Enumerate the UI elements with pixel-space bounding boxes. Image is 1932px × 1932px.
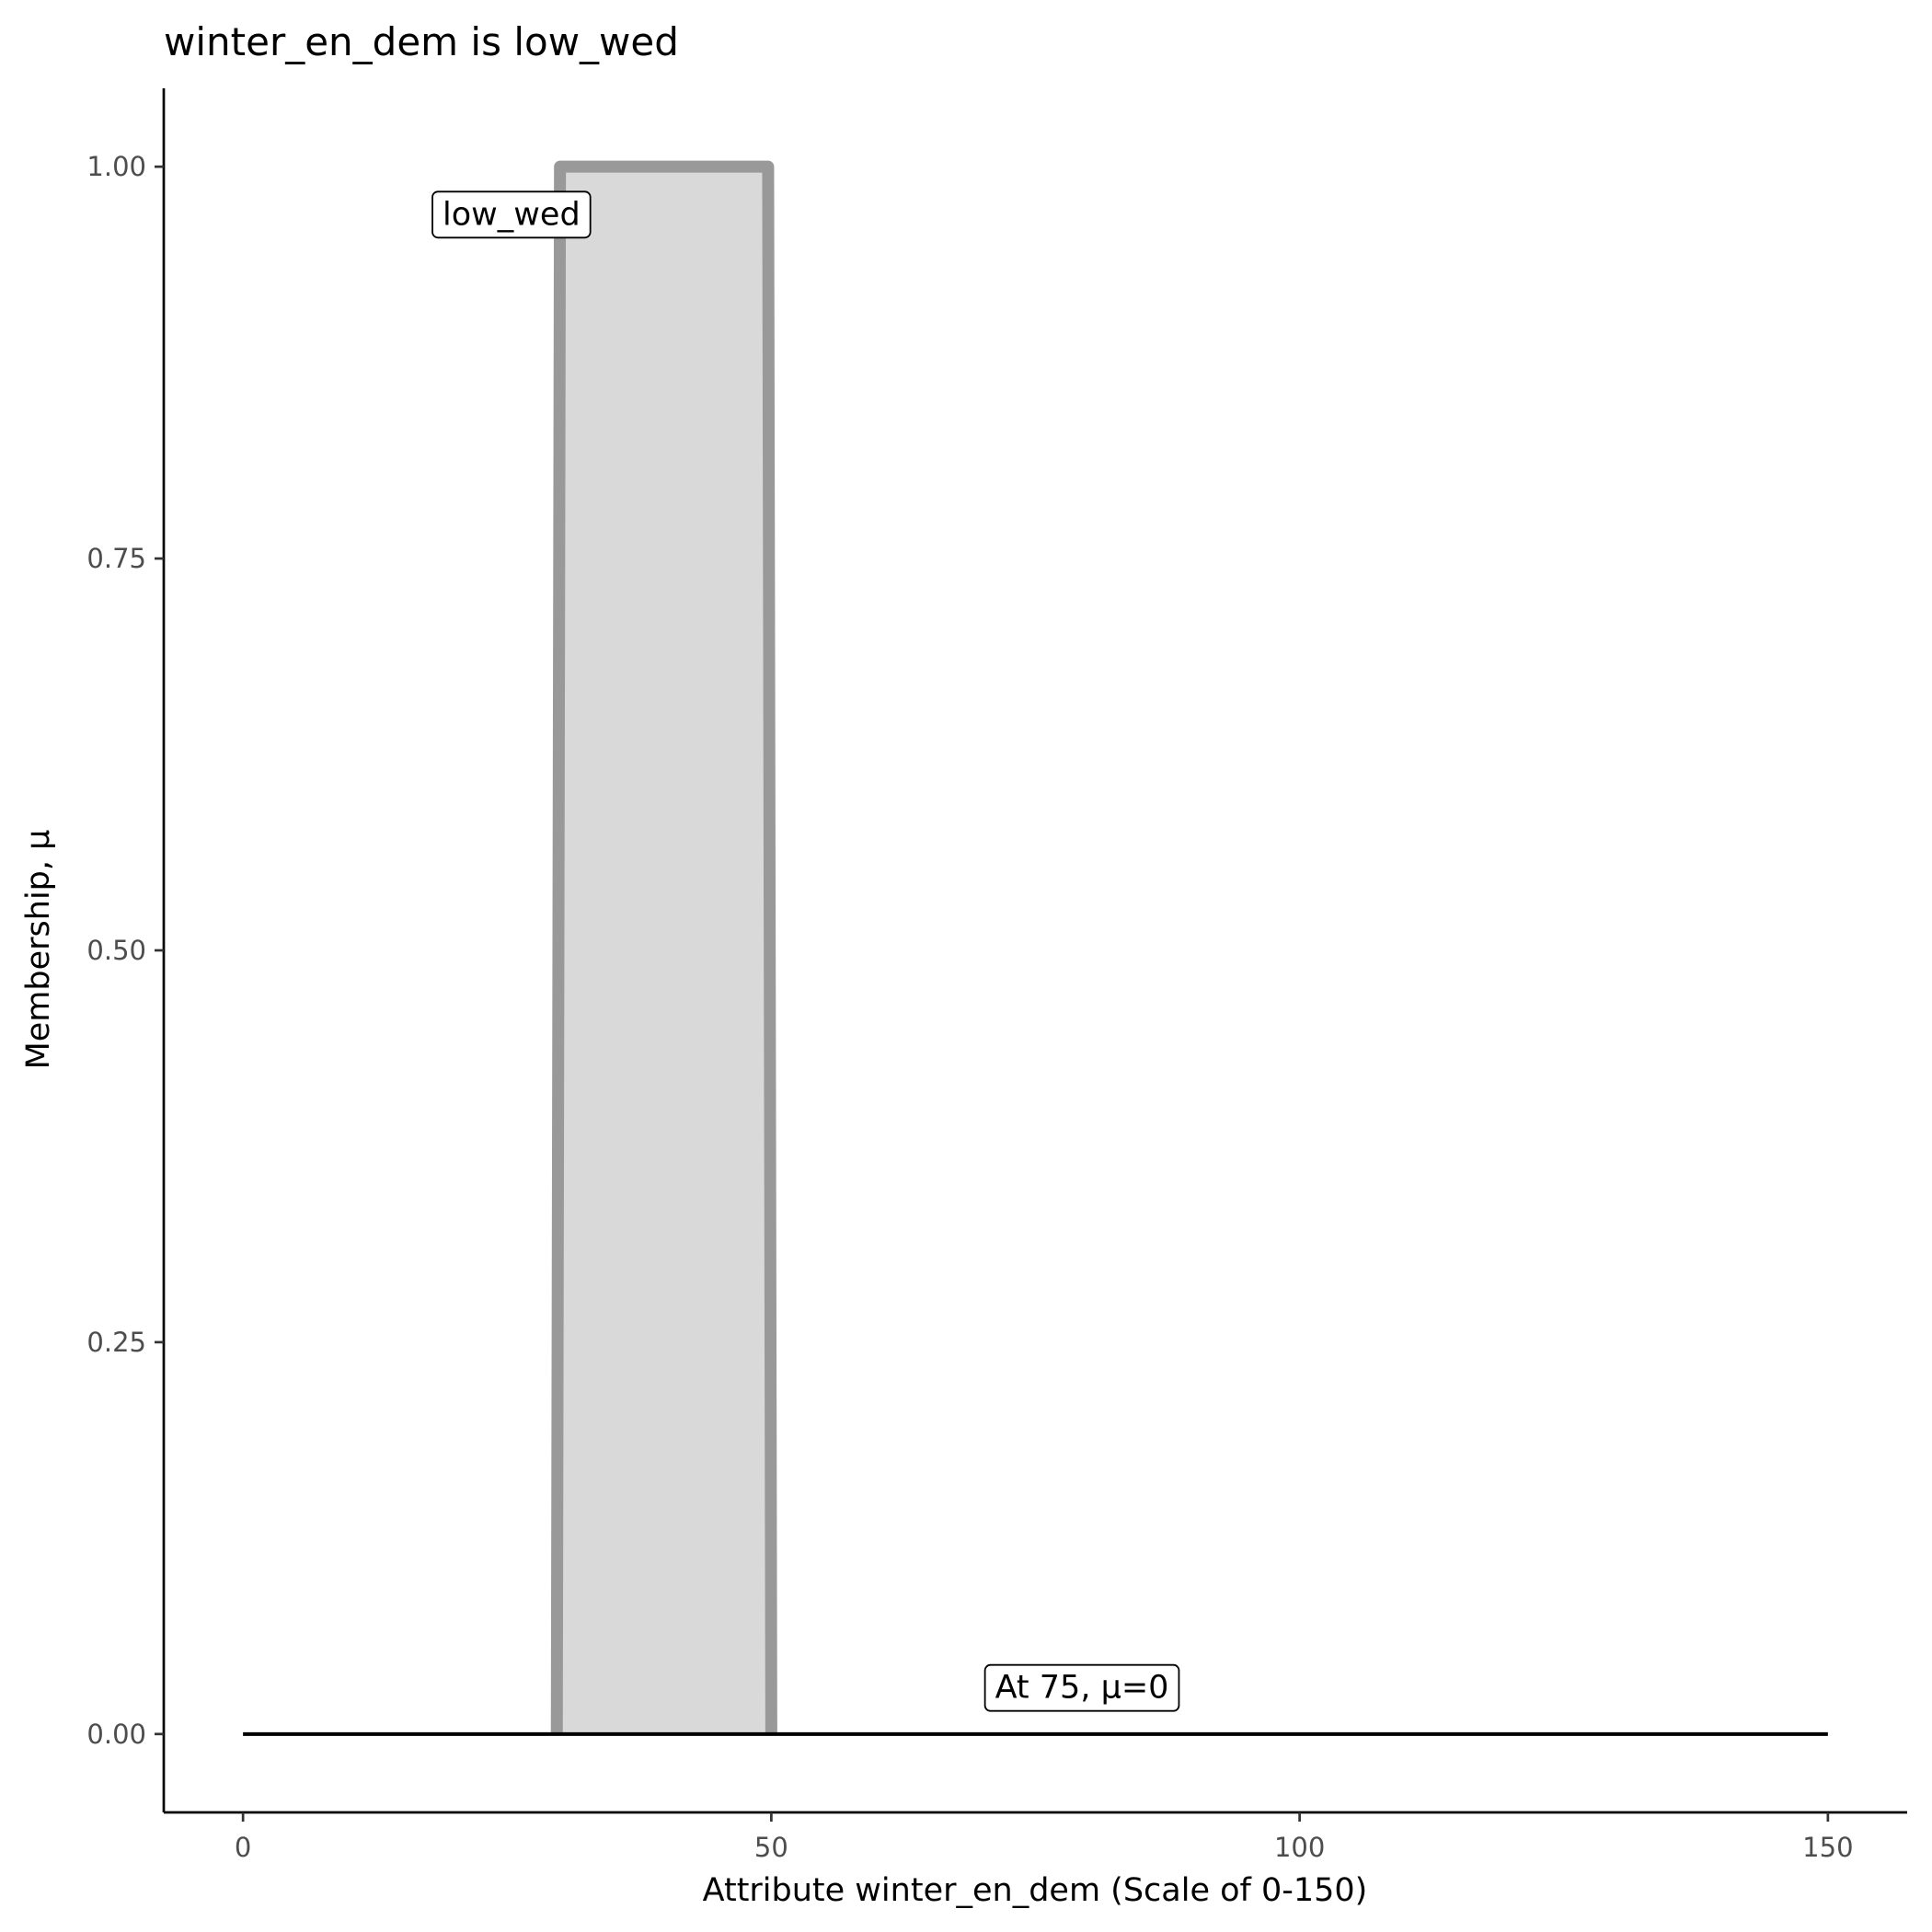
plot-area: low_wed At 75, μ=0 [243, 160, 1828, 1736]
membership-outline-low_wed [550, 160, 777, 1734]
y-tick-label: 0.25 [86, 1327, 146, 1358]
y-axis-title: Membership, μ [20, 830, 57, 1070]
x-axis-title: Attribute winter_en_dem (Scale of 0-150) [703, 1872, 1368, 1909]
chart-title: winter_en_dem is low_wed [164, 19, 679, 64]
y-tick-label: 0.50 [86, 935, 146, 966]
x-tick-label: 0 [235, 1832, 251, 1863]
y-ticks: 0.00 0.25 0.50 0.75 1.00 [86, 151, 164, 1750]
annotation-text: low_wed [443, 196, 581, 233]
annotation-box [983, 1663, 1180, 1712]
x-ticks: 0 50 100 150 [235, 1812, 1854, 1863]
annotation-label: low_wed [431, 190, 592, 239]
y-tick-label: 0.00 [86, 1719, 146, 1750]
x-tick-label: 150 [1802, 1832, 1853, 1863]
x-tick-label: 100 [1274, 1832, 1325, 1863]
y-tick-label: 1.00 [86, 151, 146, 182]
annotation-box [431, 190, 592, 239]
annotation-label: At 75, μ=0 [983, 1663, 1180, 1712]
membership-area-low_wed [557, 167, 772, 1734]
annotation-text: At 75, μ=0 [995, 1670, 1169, 1707]
x-tick-label: 50 [754, 1832, 788, 1863]
y-tick-label: 0.75 [86, 543, 146, 574]
